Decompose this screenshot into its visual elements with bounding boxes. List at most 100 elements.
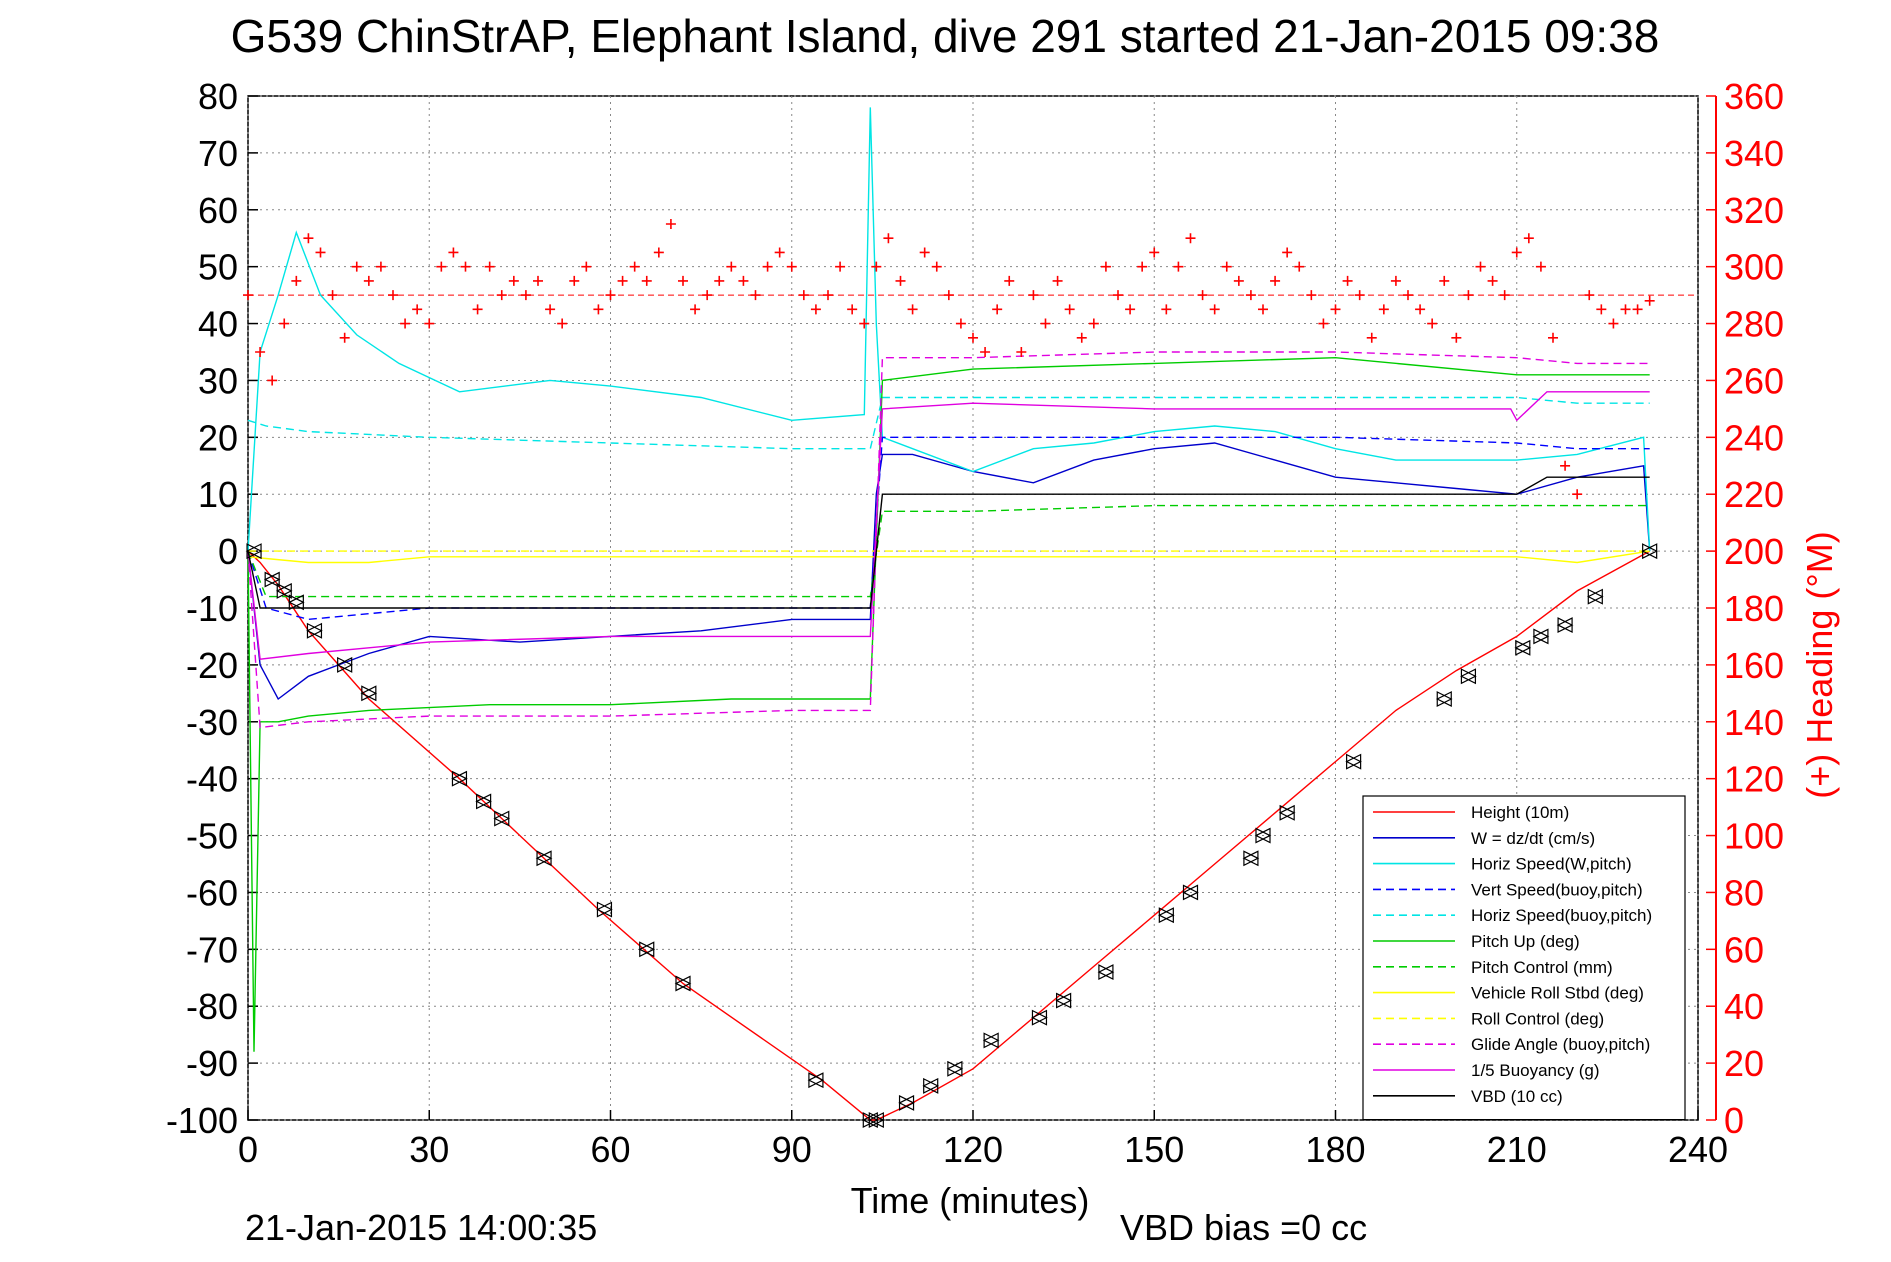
heading-marker <box>895 275 906 286</box>
heading-marker <box>291 275 302 286</box>
depth-marker <box>1157 907 1175 924</box>
heading-marker <box>617 275 628 286</box>
heading-marker <box>605 290 616 301</box>
heading-marker <box>1390 275 1401 286</box>
heading-marker <box>678 275 688 286</box>
series-line-pitch_control <box>247 504 1650 598</box>
heading-marker <box>1004 275 1015 286</box>
heading-marker <box>1028 290 1039 301</box>
heading-marker <box>1330 304 1341 315</box>
depth-marker <box>306 622 323 639</box>
heading-marker <box>871 261 882 272</box>
heading-marker <box>1040 318 1051 329</box>
heading-marker <box>1620 304 1631 315</box>
heading-marker <box>1161 304 1172 315</box>
series-line-height <box>247 550 1651 1121</box>
y-tick-label: 20 <box>198 417 238 458</box>
heading-marker <box>1088 318 1099 329</box>
y-tick-label: -20 <box>186 645 238 686</box>
right-y-tick-label: 240 <box>1724 417 1784 458</box>
right-y-tick-label: 0 <box>1724 1100 1744 1141</box>
depth-marker <box>475 793 492 810</box>
depth-marker <box>674 975 692 992</box>
heading-marker <box>1632 304 1643 315</box>
x-tick-label: 120 <box>943 1129 1003 1170</box>
heading-marker <box>1572 489 1583 500</box>
depth-marker <box>287 594 305 611</box>
right-y-tick-label: 360 <box>1724 76 1784 117</box>
heading-marker <box>315 247 326 258</box>
heading-marker <box>690 304 701 315</box>
heading-marker <box>351 261 362 272</box>
heading-marker <box>750 290 761 301</box>
heading-marker <box>1137 261 1148 272</box>
depth-marker <box>535 850 553 867</box>
y-tick-label: 80 <box>198 76 238 117</box>
y-tick-label: 0 <box>218 531 238 572</box>
right-y-tick-label: 60 <box>1724 929 1764 970</box>
heading-marker <box>460 261 471 272</box>
y-tick-label: -50 <box>186 816 238 857</box>
heading-marker <box>653 247 664 258</box>
y-tick-label: -70 <box>186 929 238 970</box>
heading-marker <box>774 247 785 258</box>
y-tick-label: 10 <box>198 474 238 515</box>
y-tick-label: 30 <box>198 360 238 401</box>
heading-marker <box>327 290 338 301</box>
depth-marker <box>336 656 354 673</box>
legend-label-pitch: Pitch Up (deg) <box>1471 932 1580 951</box>
x-tick-label: 0 <box>238 1129 258 1170</box>
right-y-axis-label: (+) Heading (°M) <box>1799 531 1840 798</box>
depth-marker <box>1460 668 1477 685</box>
depth-marker <box>1055 992 1072 1009</box>
heading-marker <box>992 304 1003 315</box>
heading-marker <box>496 290 507 301</box>
depth-marker <box>596 901 613 918</box>
depth-marker <box>1278 804 1296 821</box>
heading-marker <box>1415 304 1426 315</box>
depth-marker <box>1097 964 1115 981</box>
right-y-tick-label: 100 <box>1724 816 1784 857</box>
depth-marker <box>1031 1009 1048 1026</box>
legend-label-w: W = dz/dt (cm/s) <box>1471 829 1595 848</box>
right-y-tick-label: 120 <box>1724 759 1784 800</box>
y-tick-label: -90 <box>186 1043 238 1084</box>
heading-marker <box>1596 304 1607 315</box>
series-line-vbd <box>247 476 1650 609</box>
legend-label-height: Height (10m) <box>1471 803 1569 822</box>
heading-marker <box>267 375 278 386</box>
heading-marker <box>1076 332 1087 343</box>
right-y-tick-label: 260 <box>1724 360 1784 401</box>
heading-marker <box>943 290 954 301</box>
heading-marker <box>255 347 266 357</box>
heading-marker <box>1511 247 1522 258</box>
depth-marker <box>922 1077 940 1094</box>
x-tick-label: 240 <box>1668 1129 1728 1170</box>
heading-marker <box>823 290 833 301</box>
heading-marker <box>883 233 894 244</box>
heading-marker <box>436 261 447 272</box>
heading-marker <box>955 318 966 329</box>
depth-marker <box>638 941 656 958</box>
heading-marker <box>569 275 580 286</box>
series-line-vert_speed <box>247 436 1650 621</box>
x-tick-label: 180 <box>1305 1129 1365 1170</box>
legend-box <box>1362 795 1686 1121</box>
right-y-tick-label: 180 <box>1724 588 1784 629</box>
y-tick-label: -10 <box>186 588 238 629</box>
legend-label-horiz_speed: Horiz Speed(W,pitch) <box>1471 855 1632 874</box>
right-y-tick-label: 320 <box>1724 190 1784 231</box>
heading-marker <box>702 290 713 301</box>
y-tick-label: 70 <box>198 133 238 174</box>
heading-marker <box>412 304 423 315</box>
right-y-tick-label: 220 <box>1724 474 1784 515</box>
heading-marker <box>448 247 459 258</box>
depth-marker <box>946 1060 964 1077</box>
heading-marker <box>1463 290 1474 301</box>
heading-marker <box>424 318 435 329</box>
heading-marker <box>1149 247 1160 258</box>
depth-marker <box>1532 628 1550 645</box>
heading-marker <box>738 275 749 286</box>
heading-marker <box>919 247 930 258</box>
